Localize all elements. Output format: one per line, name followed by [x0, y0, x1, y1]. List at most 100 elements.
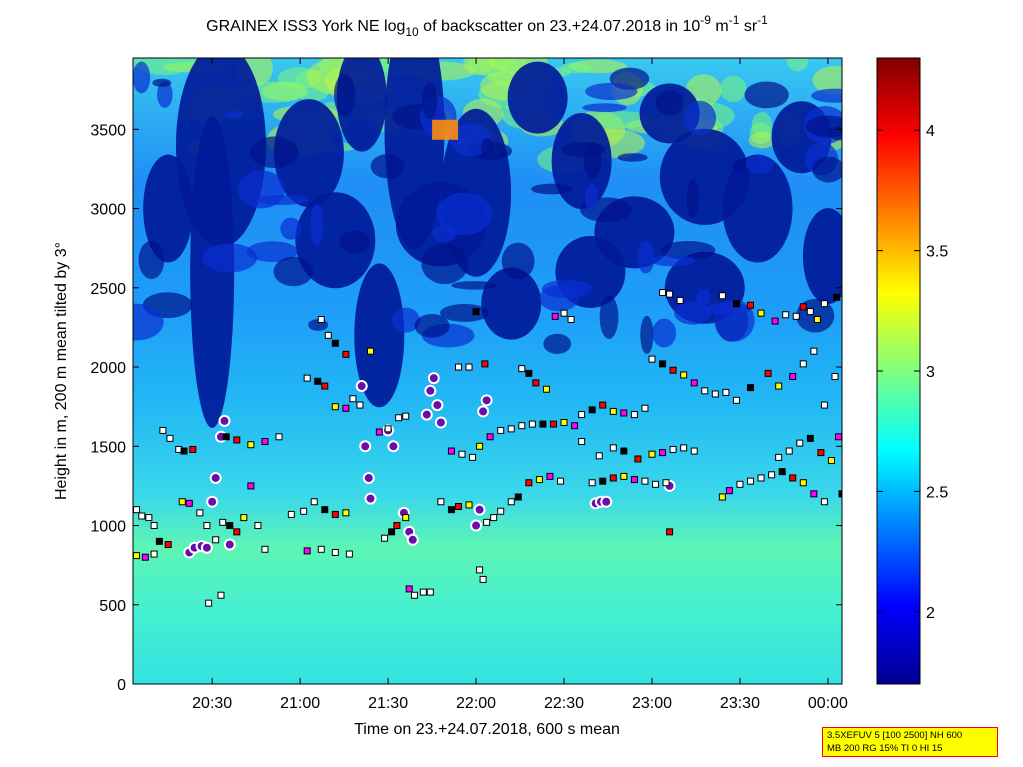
layer-height-marker [785, 447, 793, 455]
layer-height-marker [384, 425, 392, 433]
y-tick-label: 2000 [90, 360, 126, 377]
layer-height-marker [599, 477, 607, 485]
layer-height-marker [669, 445, 677, 453]
layer-height-marker [652, 480, 660, 488]
layer-height-marker [732, 396, 740, 404]
layer-height-marker [189, 445, 197, 453]
layer-height-marker [203, 522, 211, 530]
layer-height-marker [514, 493, 522, 501]
field-dark-blob [745, 155, 774, 174]
layer-height-marker [303, 374, 311, 382]
layer-height-marker [834, 433, 842, 441]
field-dark-blob [650, 254, 696, 267]
layer-height-marker [437, 498, 445, 506]
field-dark-patch [481, 267, 542, 340]
field-dark-patch [273, 99, 344, 208]
field-dark-blob [339, 230, 370, 254]
layer-height-marker [578, 438, 586, 446]
field-blob [720, 75, 747, 103]
layer-height-marker [535, 476, 543, 484]
layer-height-marker [571, 422, 579, 430]
field-dark-blob [449, 123, 492, 157]
field-blob [748, 132, 776, 149]
layer-height-marker [393, 522, 401, 530]
layer-height-marker [620, 447, 628, 455]
field-dark-blob [156, 81, 173, 108]
layer-height-marker [792, 312, 800, 320]
layer-height-marker [775, 382, 783, 390]
layer-height-marker [817, 449, 825, 457]
layer-height-marker [342, 509, 350, 517]
layer-height-marker [838, 490, 842, 498]
layer-height-marker [410, 591, 418, 599]
field-dark-blob [422, 83, 438, 120]
layer-height-marker [732, 300, 740, 308]
layer-height-marker [567, 315, 575, 323]
layer-height-marker [659, 289, 667, 297]
layer-height-marker [381, 534, 389, 542]
layer-height-marker [497, 507, 505, 515]
layer-height-marker [395, 414, 403, 422]
x-tick-label: 20:30 [192, 695, 232, 712]
layer-height-marker [178, 498, 186, 506]
info-line-2: MB 200 RG 15% TI 0 HI 15 [827, 743, 943, 754]
field-blob [812, 65, 842, 95]
layer-height-marker [722, 388, 730, 396]
layer-height-marker [718, 292, 726, 300]
layer-height-marker [680, 371, 688, 379]
field-dark-patch [354, 263, 405, 408]
field-dark-patch [190, 115, 235, 428]
field-dark-blob [440, 303, 490, 322]
layer-height-marker [662, 479, 670, 487]
layer-height-marker [375, 428, 383, 436]
layer-height-marker [254, 522, 262, 530]
y-tick-label: 3500 [90, 122, 126, 139]
layer-height-marker [497, 426, 505, 434]
layer-height-marker [261, 545, 269, 553]
layer-height-marker [507, 425, 515, 433]
cloud-base-marker [477, 405, 490, 418]
colorbar-tick-label: 3.5 [926, 244, 948, 261]
layer-height-marker [641, 477, 649, 485]
layer-height-marker [736, 480, 744, 488]
layer-height-marker [634, 455, 642, 463]
layer-height-marker [542, 385, 550, 393]
field-dark-patch [507, 61, 568, 134]
field-dark-blob [828, 126, 842, 141]
layer-height-marker [768, 471, 776, 479]
layer-height-marker [321, 382, 329, 390]
layer-height-marker [217, 591, 225, 599]
field-dark-blob [421, 243, 469, 285]
layer-height-marker [275, 433, 283, 441]
layer-height-marker [820, 498, 828, 506]
layer-height-marker [155, 537, 163, 545]
layer-height-marker [806, 308, 814, 316]
field-dark-blob [481, 137, 494, 157]
layer-height-marker [609, 407, 617, 415]
layer-height-marker [789, 373, 797, 381]
layer-height-marker [317, 545, 325, 553]
layer-height-marker [388, 528, 396, 536]
cloud-base-marker [473, 503, 486, 516]
layer-height-marker [659, 449, 667, 457]
layer-height-marker [159, 426, 167, 434]
layer-height-marker [145, 514, 153, 522]
layer-height-marker [711, 390, 719, 398]
layer-height-marker [240, 514, 248, 522]
layer-height-marker [180, 447, 188, 455]
layer-height-marker [317, 315, 325, 323]
layer-height-marker [458, 450, 466, 458]
layer-height-marker [701, 387, 709, 395]
layer-height-marker [454, 503, 462, 511]
field-dark-blob [202, 243, 258, 273]
field-blob [593, 111, 653, 129]
layer-height-marker [560, 309, 568, 317]
layer-height-marker [233, 436, 241, 444]
field-dark-blob [501, 242, 535, 280]
layer-height-marker [764, 369, 772, 377]
plot-frame [132, 57, 843, 685]
layer-height-marker [196, 509, 204, 517]
colorbar-tick-label: 3 [926, 364, 935, 381]
layer-height-marker [680, 444, 688, 452]
x-tick-label: 23:00 [632, 695, 672, 712]
